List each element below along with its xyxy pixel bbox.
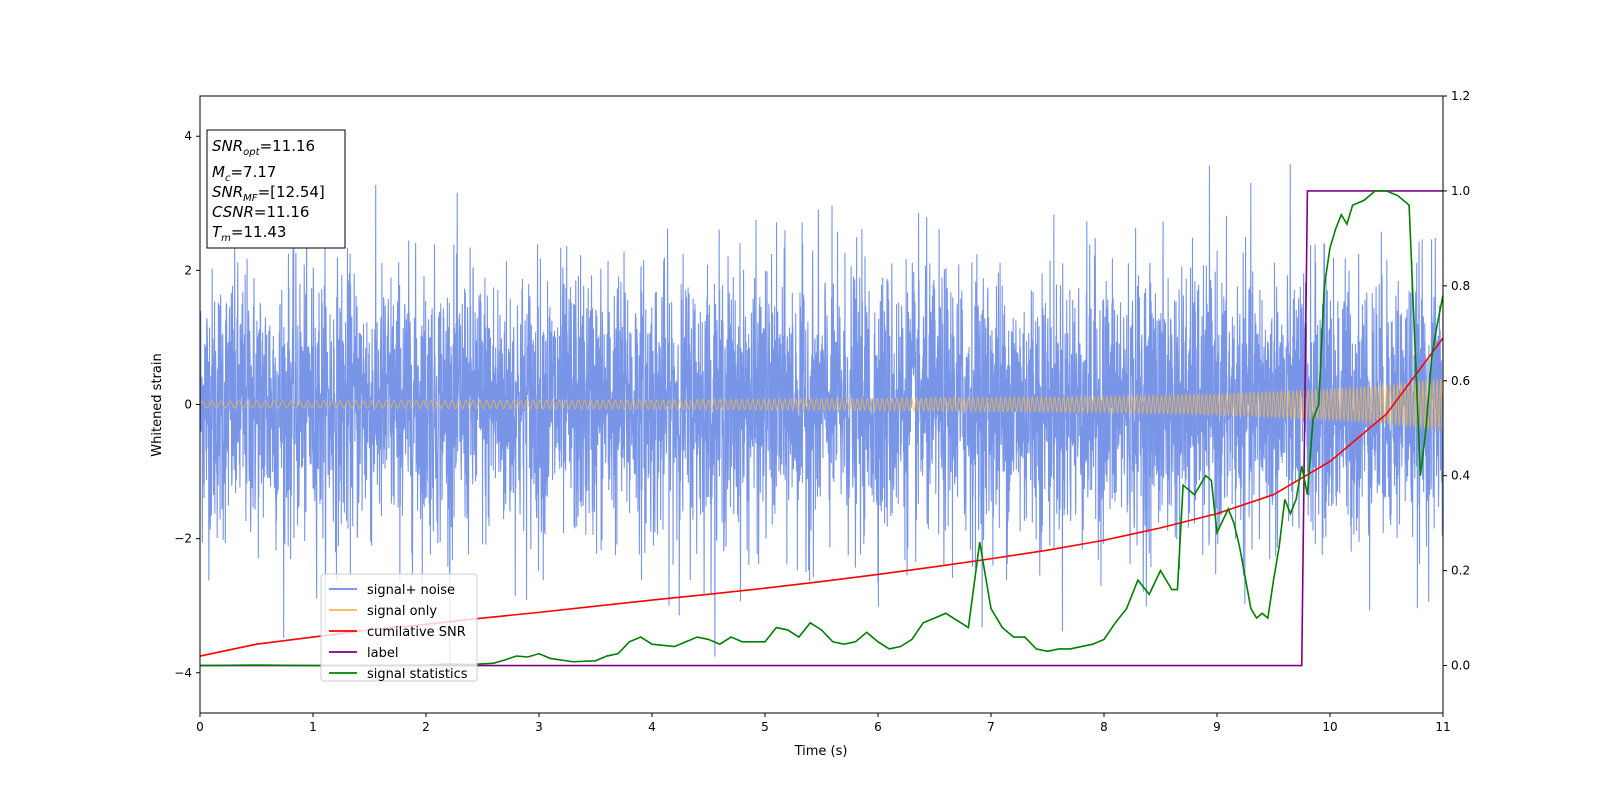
y2-tick-label: 0.0 xyxy=(1451,659,1470,673)
x-tick-label: 2 xyxy=(422,720,430,734)
annotation-line: SNRopt=11.16 xyxy=(212,137,315,158)
legend-signal-plus-noise: signal+ noise xyxy=(329,583,455,598)
x-tick-label: 0 xyxy=(196,720,204,734)
x-tick-label: 10 xyxy=(1322,720,1337,734)
annotation-line: SNRMF=[12.54] xyxy=(212,183,325,204)
legend-label: signal+ noise xyxy=(367,583,455,598)
x-tick-label: 9 xyxy=(1213,720,1221,734)
legend-label: label xyxy=(367,646,398,661)
x-axis-label: Time (s) xyxy=(794,744,848,759)
x-tick-label: 11 xyxy=(1435,720,1450,734)
x-tick-label: 6 xyxy=(874,720,882,734)
y2-tick-label: 1.2 xyxy=(1451,89,1470,103)
legend-cumulative-snr: cumilative SNR xyxy=(329,625,466,640)
legend-label: signal only xyxy=(367,604,437,619)
x-tick-label: 1 xyxy=(309,720,317,734)
legend-label: signal statistics xyxy=(367,667,468,682)
x-tick-label: 5 xyxy=(761,720,769,734)
annotation-line: CSNR=11.16 xyxy=(212,203,309,221)
y-tick-label: −4 xyxy=(174,666,192,680)
x-tick-label: 4 xyxy=(648,720,656,734)
y-tick-label: −2 xyxy=(174,532,192,546)
x-tick-label: 3 xyxy=(535,720,543,734)
y2-tick-label: 0.6 xyxy=(1451,374,1470,388)
y-axis-ticks: −4 −2 0 2 4 xyxy=(174,129,200,680)
legend-label: label xyxy=(329,646,398,661)
y2-tick-label: 1.0 xyxy=(1451,184,1470,198)
signal-only-series xyxy=(200,378,1443,431)
y2-tick-label: 0.2 xyxy=(1451,564,1470,578)
y2-axis-ticks: 0.0 0.2 0.4 0.6 0.8 1.0 1.2 xyxy=(1443,89,1470,673)
y-tick-label: 2 xyxy=(184,263,192,277)
x-tick-label: 8 xyxy=(1100,720,1108,734)
annotation-line: Mc=7.17 xyxy=(212,163,276,184)
stats-annotation-box: SNRopt=11.16 Mc=7.17SNRMF=[12.54]CSNR=11.… xyxy=(206,129,346,249)
x-tick-label: 7 xyxy=(987,720,995,734)
y-axis-label: Whitened strain xyxy=(150,353,165,456)
legend-signal-statistics: signal statistics xyxy=(329,667,468,682)
signal-statistics-line xyxy=(200,190,1443,667)
legend: signal+ noise signal only cumilative SNR la… xyxy=(320,573,478,682)
y-tick-label: 0 xyxy=(184,398,192,412)
y2-tick-label: 0.8 xyxy=(1451,279,1470,293)
legend-label: cumilative SNR xyxy=(367,625,466,640)
legend-signal-only: signal only xyxy=(329,604,437,619)
y-tick-label: 4 xyxy=(184,129,192,143)
signal-only-line xyxy=(200,378,1443,431)
annotation-line: Tm=11.43 xyxy=(212,223,286,244)
x-axis-ticks: 0 1 2 3 4 5 6 7 8 9 10 11 xyxy=(196,713,1451,734)
y2-tick-label: 0.4 xyxy=(1451,469,1470,483)
